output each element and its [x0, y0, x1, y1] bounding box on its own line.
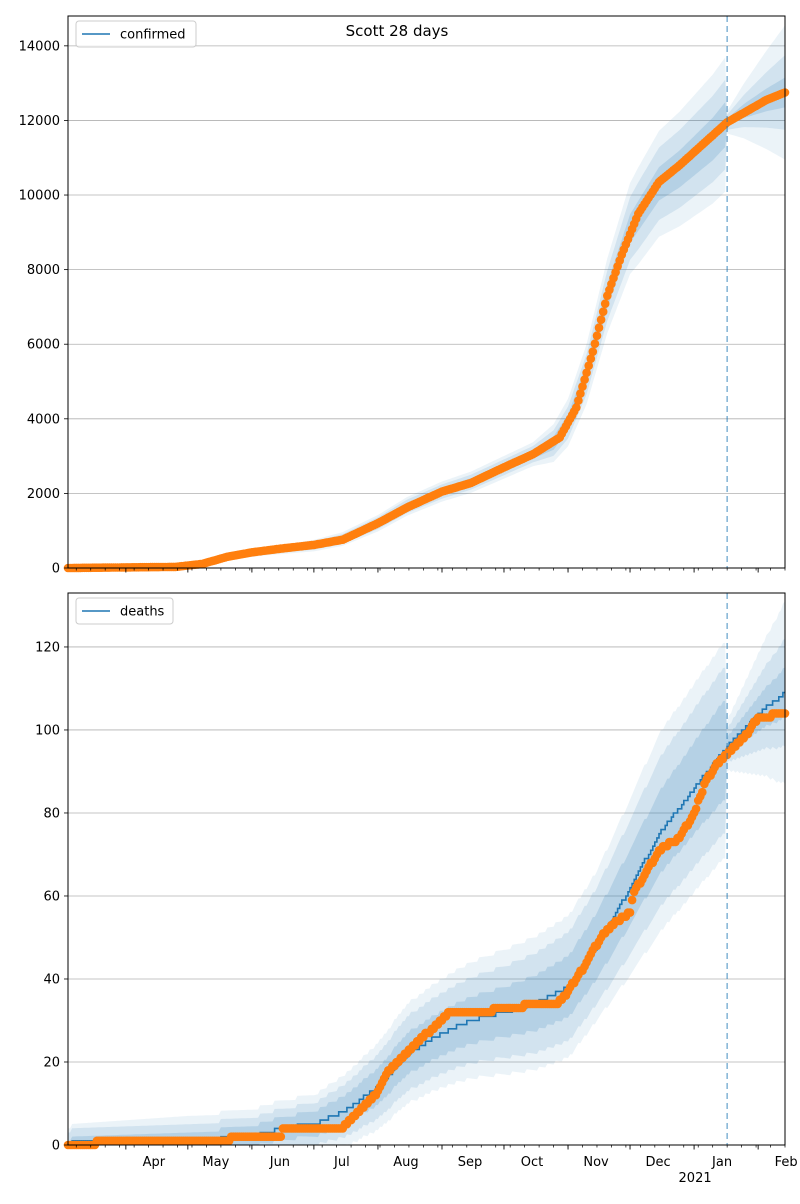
y-tick-label: 10000 — [19, 189, 60, 204]
confirmed-axes: 0 2000 4000 6000 8000 10000 12000 14000 — [19, 15, 786, 577]
confirmed-panel: 0 2000 4000 6000 8000 10000 12000 14000 confirm… — [19, 15, 790, 577]
y-tick-label: 40 — [43, 972, 60, 987]
x-tick-label: Jan — [711, 1155, 732, 1170]
observed-point — [572, 403, 581, 412]
observed-point — [598, 307, 608, 317]
observed-point — [578, 382, 587, 391]
y-tick-label: 4000 — [27, 412, 60, 427]
legend-label: deaths — [120, 605, 165, 620]
observed-point — [584, 361, 593, 371]
confidence-band-2 — [68, 55, 785, 568]
figure-title: Scott 28 days — [346, 22, 449, 40]
axes-frame — [67, 592, 786, 1146]
observed-point — [580, 375, 589, 384]
observed-point — [582, 368, 591, 378]
observed-point — [276, 1132, 286, 1141]
confidence-band-3 — [68, 25, 785, 569]
y-tick-label: 20 — [43, 1055, 60, 1070]
observed-point — [627, 895, 637, 905]
y-tick-label: 0 — [52, 562, 60, 577]
x-tick-label: Apr — [143, 1155, 166, 1170]
observed-point — [596, 315, 606, 325]
observed-point — [588, 347, 598, 357]
confidence-band-1 — [68, 77, 785, 568]
y-tick-label: 120 — [35, 640, 60, 655]
confidence-band-2 — [68, 638, 785, 1145]
x-tick-label: May — [202, 1155, 229, 1170]
y-tick-label: 8000 — [27, 263, 60, 278]
y-tick-label: 0 — [52, 1139, 60, 1154]
observed-point — [574, 396, 583, 405]
y-tick-label: 14000 — [19, 39, 60, 54]
observed-point — [625, 908, 635, 917]
observed-point — [594, 323, 604, 333]
observed-point — [600, 299, 610, 309]
y-tick-label: 80 — [43, 806, 60, 821]
x-tick-label: Jun — [269, 1155, 290, 1170]
y-tick-label: 2000 — [27, 487, 60, 502]
x-tick-label: Jul — [333, 1155, 350, 1170]
legend-box — [75, 597, 174, 625]
observed-point — [698, 787, 707, 797]
y-tick-label: 12000 — [19, 114, 60, 129]
x-tick-label: Nov — [583, 1155, 609, 1170]
x-tick-label: Dec — [645, 1155, 670, 1170]
observed-point — [590, 339, 600, 349]
deaths-axes: 0 20 40 60 80 100 120 Apr May Jun Jul Aug Sep Oct Nov D… — [35, 592, 798, 1186]
deaths-legend: deaths — [75, 597, 174, 625]
y-tick-label: 6000 — [27, 338, 60, 353]
y-tick-label: 60 — [43, 889, 60, 904]
x-tick-label: Aug — [393, 1155, 418, 1170]
observed-point — [592, 331, 602, 341]
deaths-observed-points — [63, 709, 790, 1150]
x-tick-label: Oct — [521, 1155, 543, 1170]
axes-frame — [67, 15, 786, 569]
observed-point — [586, 354, 596, 364]
observed-point — [691, 804, 701, 814]
confirmed-observed-points — [63, 88, 790, 573]
x-tick-label: Sep — [458, 1155, 483, 1170]
deaths-panel: 0 20 40 60 80 100 120 Apr May Jun Jul Aug Sep Oct Nov D… — [35, 592, 798, 1186]
x-tick-label: Feb — [775, 1155, 798, 1170]
legend-label: confirmed — [120, 28, 186, 43]
observed-point — [576, 389, 585, 398]
confirmed-legend: confirmed — [75, 20, 197, 48]
x-tick-year-label: 2021 — [679, 1171, 712, 1186]
confirmed-confidence-bands — [68, 25, 785, 569]
legend-box — [75, 20, 197, 48]
y-tick-label: 100 — [35, 723, 60, 738]
confidence-band-1 — [68, 667, 785, 1145]
